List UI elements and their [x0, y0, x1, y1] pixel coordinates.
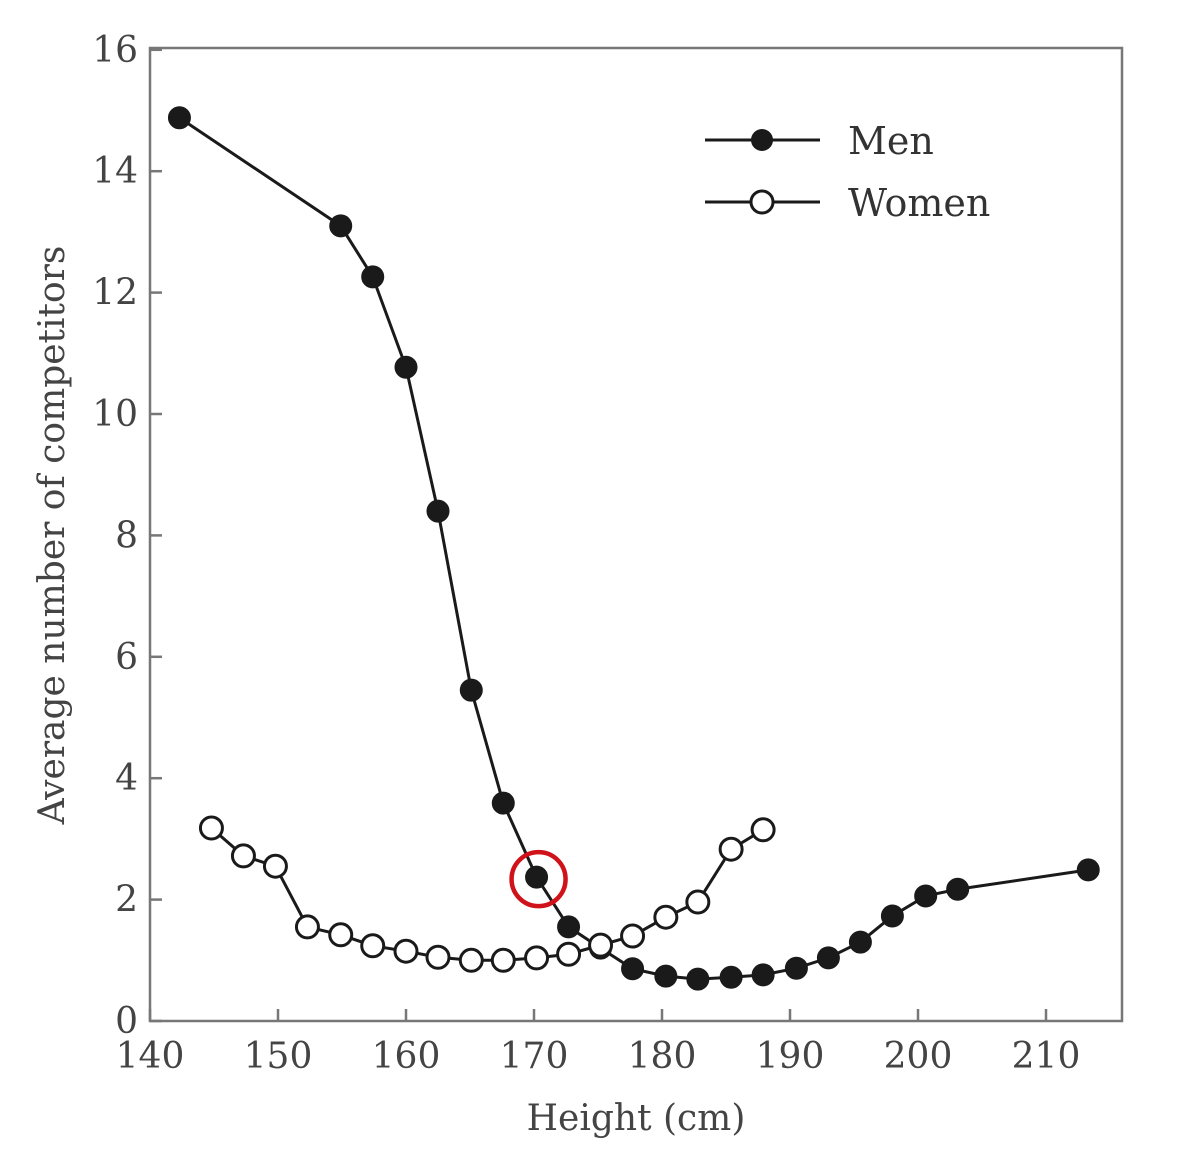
x-axis-title: Height (cm) [527, 1098, 746, 1139]
data-point-men [394, 355, 418, 379]
series-line-men [178, 116, 1089, 981]
data-point-men [1076, 858, 1100, 882]
y-tick-label: 10 [92, 394, 138, 435]
data-point-women [393, 938, 419, 964]
data-point-men [946, 877, 970, 901]
data-point-women [556, 941, 582, 967]
data-point-men [816, 946, 840, 970]
data-point-women [230, 843, 256, 869]
data-point-men [751, 963, 775, 987]
series-line-women [210, 826, 764, 962]
series-women [198, 815, 776, 973]
data-point-women [718, 836, 744, 862]
data-point-men [621, 957, 645, 981]
data-point-women [294, 914, 320, 940]
y-tick-label: 0 [115, 1001, 138, 1042]
data-point-women [490, 947, 516, 973]
data-point-women [360, 933, 386, 959]
data-point-women [328, 922, 354, 948]
data-point-men [719, 965, 743, 989]
data-point-men [167, 106, 191, 130]
x-tick-label: 170 [500, 1036, 569, 1077]
data-point-women [588, 932, 614, 958]
data-point-women [620, 923, 646, 949]
data-point-men [459, 678, 483, 702]
data-point-women [524, 945, 550, 971]
legend: Men Women [705, 119, 990, 225]
x-tick-label: 160 [372, 1036, 441, 1077]
data-point-men [784, 956, 808, 980]
legend-women-label: Women [848, 181, 990, 225]
highlight-circle [509, 849, 568, 909]
data-point-men [361, 265, 385, 289]
legend-men-label: Men [848, 119, 934, 163]
y-tick-label: 2 [115, 880, 138, 921]
x-tick-label: 150 [244, 1036, 313, 1077]
x-tick-label: 200 [884, 1036, 953, 1077]
x-tick-label: 210 [1012, 1036, 1081, 1077]
data-point-men [848, 930, 872, 954]
data-point-women [458, 947, 484, 973]
legend-women-marker [749, 189, 775, 215]
y-tick-label: 4 [115, 758, 138, 799]
x-tick-label: 190 [756, 1036, 825, 1077]
series-men [167, 106, 1100, 991]
data-point-men [686, 967, 710, 991]
data-point-men [525, 865, 549, 889]
data-point-women [262, 853, 288, 879]
data-point-women [653, 904, 679, 930]
y-axis-title: Average number of competitors [32, 246, 73, 826]
data-point-men [914, 884, 938, 908]
y-tick-label: 14 [92, 151, 138, 192]
legend-men-marker [751, 129, 773, 151]
data-point-men [491, 791, 515, 815]
data-point-men [654, 964, 678, 988]
y-tick-label: 6 [115, 637, 138, 678]
data-point-women [425, 944, 451, 970]
y-tick-label: 16 [92, 30, 138, 71]
y-tick-label: 12 [92, 273, 138, 314]
data-point-women [750, 817, 776, 843]
x-tick-label: 140 [116, 1036, 185, 1077]
data-point-men [426, 499, 450, 523]
data-point-men [329, 214, 353, 238]
data-point-men [557, 915, 581, 939]
y-tick-label: 8 [115, 515, 138, 556]
x-tick-label: 180 [628, 1036, 697, 1077]
data-point-women [685, 889, 711, 915]
data-point-men [880, 904, 904, 928]
data-point-women [198, 815, 224, 841]
